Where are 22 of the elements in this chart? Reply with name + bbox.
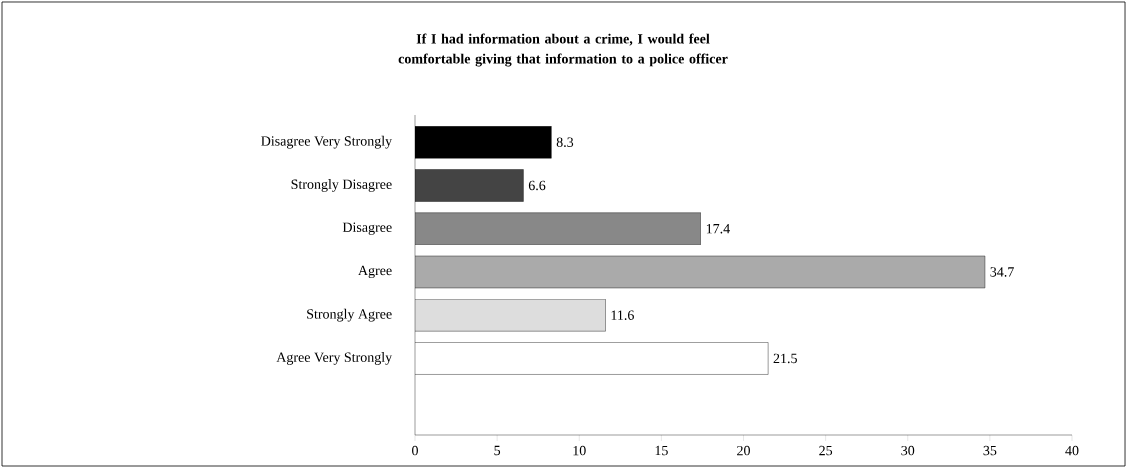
data-label: 11.6 — [611, 310, 634, 320]
data-label: 6.6 — [528, 180, 546, 191]
y-tick-label: Agree Very Strongly — [276, 352, 393, 365]
y-tick-label: Strongly Agree — [307, 308, 392, 322]
x-tick-label: 30 — [901, 445, 915, 456]
data-label: 34.7 — [990, 267, 1014, 277]
data-label: 21.5 — [773, 353, 797, 364]
y-tick-label: Disagree Very Strongly — [261, 135, 393, 149]
x-tick-label: 35 — [983, 445, 997, 456]
y-tick-label: Strongly Disagree — [291, 179, 392, 192]
x-tick-label: 40 — [1065, 445, 1079, 456]
x-tick-label: 25 — [819, 445, 833, 456]
data-label: 17.4 — [706, 224, 730, 234]
x-tick-label: 0 — [412, 445, 418, 456]
x-tick-label: 15 — [655, 445, 668, 456]
x-tick-label: 5 — [494, 445, 501, 456]
data-label: 8.3 — [556, 137, 574, 147]
x-tick-label: 10 — [573, 445, 586, 456]
chart-title: If I had information about a crime, I would feel comfortable giving that information to a police officer — [398, 33, 728, 67]
x-tick-label: 20 — [737, 445, 750, 456]
y-tick-label: Disagree — [342, 222, 392, 235]
y-tick-label: Agree — [358, 265, 392, 279]
